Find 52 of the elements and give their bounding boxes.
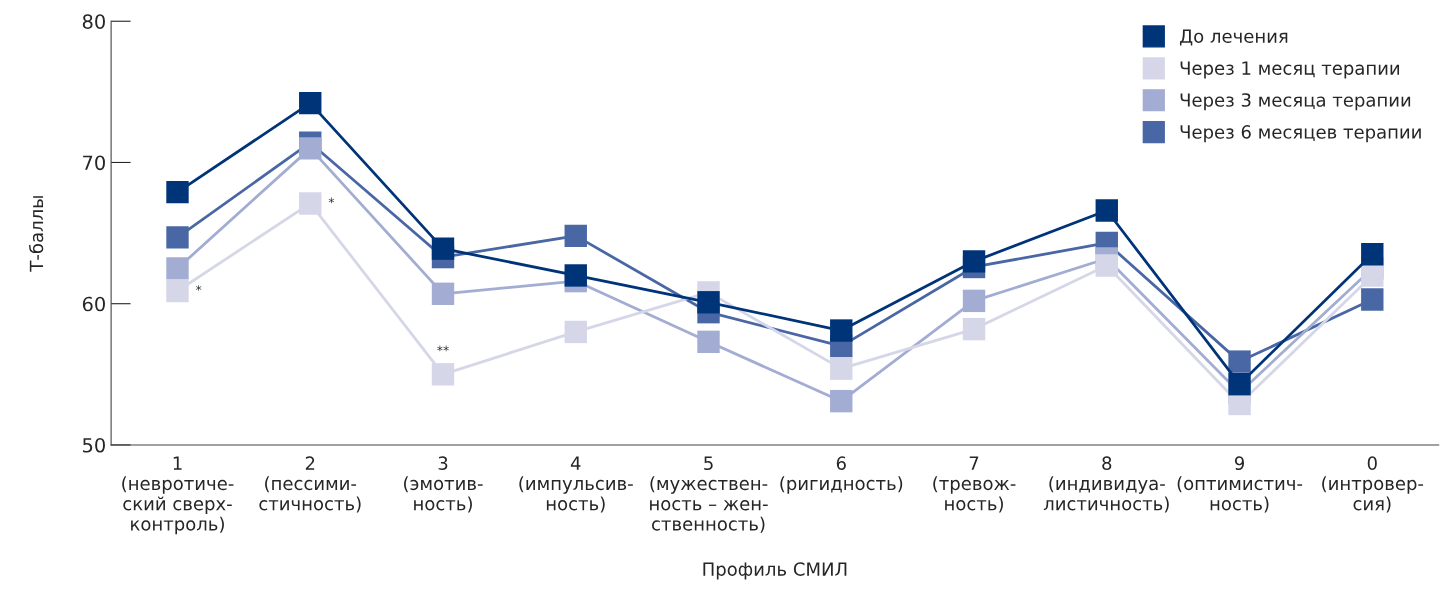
point (299, 137, 322, 160)
annotation: * (195, 285, 202, 291)
point (564, 264, 587, 287)
point (697, 330, 720, 354)
point (1361, 243, 1384, 266)
point (1361, 264, 1384, 287)
x-tick-label: 6 (ригидность) (780, 456, 903, 494)
legend-label: До лечения (1179, 29, 1288, 46)
x-axis-title: Профиль СМИЛ (703, 562, 847, 580)
point (299, 91, 322, 115)
x-tick-label: 7 (тревож- ность) (933, 456, 1016, 513)
y-tick-label: 70 (83, 155, 105, 171)
point (564, 224, 587, 248)
point (1095, 254, 1118, 277)
point (830, 319, 853, 342)
legend-label: Через 1 месяц терапии (1180, 61, 1400, 79)
point (431, 363, 455, 386)
legend-label: Через 3 месяца терапии (1180, 93, 1411, 111)
y-tick-label: 60 (82, 296, 105, 312)
annotation: * (328, 197, 335, 204)
legend-label: Через 6 месяцев терапии (1180, 125, 1421, 143)
x-tick-label: 4 (импульсив- ность) (519, 456, 633, 513)
x-tick-label: 8 (индивидуа- листичность) (1043, 456, 1169, 513)
y-tick-label: 80 (82, 14, 105, 29)
point (166, 257, 189, 280)
point (962, 250, 986, 273)
point (166, 226, 189, 249)
point (1228, 350, 1251, 373)
point (1361, 288, 1384, 311)
annotation: ** (437, 345, 449, 352)
x-tick-label: 5 (мужествен- ность – жен- ственность) (650, 456, 768, 533)
x-tick-label: 1 (невротиче- ский сверх- контроль) (122, 456, 234, 535)
point (166, 180, 189, 204)
x-tick-label: 0 (интровер- сия) (1322, 456, 1424, 513)
point (962, 317, 986, 341)
x-tick-label: 3 (эмотив- ность) (404, 456, 483, 513)
point (697, 291, 720, 314)
point (431, 237, 455, 260)
point (431, 282, 455, 306)
point (962, 289, 986, 313)
point (564, 320, 587, 344)
x-tick-label: 2 (пессими- стичность) (259, 456, 361, 513)
x-tick-label: 9 (оптимистич- ность) (1177, 456, 1303, 513)
point (1228, 392, 1251, 416)
point (166, 279, 189, 303)
point (1095, 199, 1118, 222)
point (830, 389, 853, 413)
point (299, 192, 322, 215)
point (830, 357, 853, 380)
y-axis-title: Т-баллы (29, 196, 44, 272)
y-tick-label: 50 (83, 437, 105, 453)
point (1228, 373, 1251, 396)
